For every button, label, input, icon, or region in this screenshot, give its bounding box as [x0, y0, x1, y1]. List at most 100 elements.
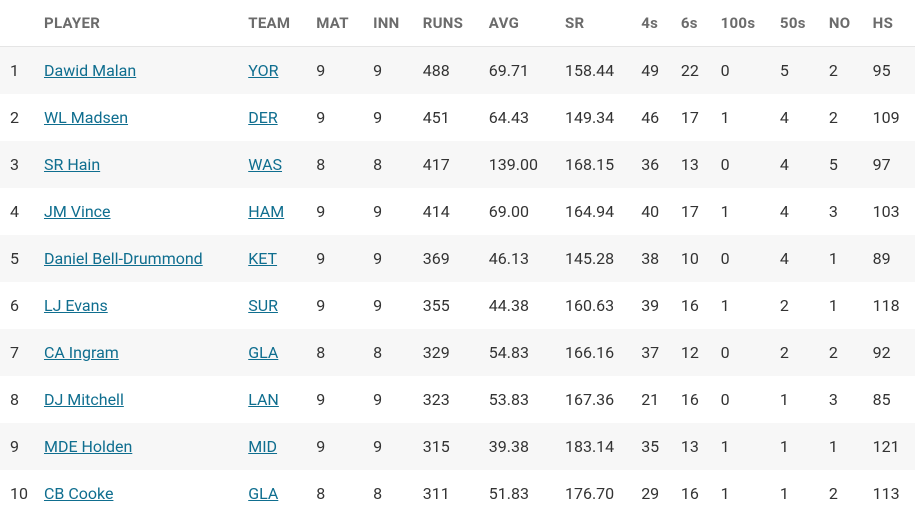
- cell-team: GLA: [240, 470, 308, 517]
- cell-hs: 121: [865, 423, 915, 470]
- team-link[interactable]: GLA: [248, 343, 278, 362]
- cell-team: MID: [240, 423, 308, 470]
- team-link[interactable]: DER: [248, 108, 277, 127]
- cell-rank: 6: [0, 282, 36, 329]
- cell-6s: 13: [673, 141, 713, 188]
- player-link[interactable]: CB Cooke: [44, 484, 113, 503]
- player-link[interactable]: MDE Holden: [44, 437, 132, 456]
- table-row: 9MDE HoldenMID9931539.38183.143513111121: [0, 423, 915, 470]
- cell-team: DER: [240, 94, 308, 141]
- cell-mat: 9: [308, 423, 365, 470]
- cell-sr: 166.16: [557, 329, 633, 376]
- cell-50s: 2: [772, 282, 821, 329]
- cell-50s: 5: [772, 47, 821, 95]
- cell-6s: 17: [673, 188, 713, 235]
- cell-inn: 9: [365, 188, 415, 235]
- cell-no: 2: [821, 94, 865, 141]
- cell-player: CA Ingram: [36, 329, 240, 376]
- player-link[interactable]: SR Hain: [44, 155, 100, 174]
- cell-6s: 12: [673, 329, 713, 376]
- team-link[interactable]: GLA: [248, 484, 278, 503]
- cell-no: 1: [821, 282, 865, 329]
- team-link[interactable]: SUR: [248, 296, 278, 315]
- cell-team: KET: [240, 235, 308, 282]
- table-row: 3SR HainWAS88417139.00168.15361304597: [0, 141, 915, 188]
- cell-sr: 176.70: [557, 470, 633, 517]
- cell-mat: 9: [308, 47, 365, 95]
- cell-player: WL Madsen: [36, 94, 240, 141]
- col-player: PLAYER: [36, 0, 240, 47]
- cell-50s: 1: [772, 470, 821, 517]
- player-link[interactable]: CA Ingram: [44, 343, 119, 362]
- cell-avg: 53.83: [481, 376, 557, 423]
- player-link[interactable]: Dawid Malan: [44, 61, 136, 80]
- cell-inn: 9: [365, 94, 415, 141]
- col-team: TEAM: [240, 0, 308, 47]
- cell-avg: 69.00: [481, 188, 557, 235]
- cell-4s: 37: [633, 329, 673, 376]
- cell-player: JM Vince: [36, 188, 240, 235]
- cell-runs: 329: [415, 329, 481, 376]
- team-link[interactable]: KET: [248, 249, 277, 268]
- cell-4s: 39: [633, 282, 673, 329]
- cell-runs: 355: [415, 282, 481, 329]
- cell-100s: 0: [713, 47, 772, 95]
- cell-6s: 16: [673, 282, 713, 329]
- cell-6s: 13: [673, 423, 713, 470]
- player-link[interactable]: LJ Evans: [44, 296, 108, 315]
- cell-rank: 8: [0, 376, 36, 423]
- col-4s: 4s: [633, 0, 673, 47]
- team-link[interactable]: HAM: [248, 202, 284, 221]
- cell-no: 2: [821, 329, 865, 376]
- cell-avg: 64.43: [481, 94, 557, 141]
- cell-no: 3: [821, 188, 865, 235]
- cell-hs: 95: [865, 47, 915, 95]
- team-link[interactable]: LAN: [248, 390, 279, 409]
- cell-50s: 4: [772, 188, 821, 235]
- cell-player: MDE Holden: [36, 423, 240, 470]
- stats-table: PLAYER TEAM MAT INN RUNS AVG SR 4s 6s 10…: [0, 0, 915, 517]
- cell-mat: 8: [308, 141, 365, 188]
- team-link[interactable]: YOR: [248, 61, 278, 80]
- cell-sr: 183.14: [557, 423, 633, 470]
- cell-player: SR Hain: [36, 141, 240, 188]
- cell-runs: 311: [415, 470, 481, 517]
- cell-runs: 369: [415, 235, 481, 282]
- cell-4s: 49: [633, 47, 673, 95]
- cell-mat: 9: [308, 235, 365, 282]
- cell-no: 1: [821, 235, 865, 282]
- cell-inn: 9: [365, 47, 415, 95]
- cell-runs: 488: [415, 47, 481, 95]
- cell-hs: 89: [865, 235, 915, 282]
- team-link[interactable]: WAS: [248, 155, 282, 174]
- cell-50s: 4: [772, 235, 821, 282]
- cell-team: LAN: [240, 376, 308, 423]
- player-link[interactable]: DJ Mitchell: [44, 390, 124, 409]
- cell-100s: 1: [713, 94, 772, 141]
- player-link[interactable]: WL Madsen: [44, 108, 128, 127]
- cell-rank: 9: [0, 423, 36, 470]
- cell-6s: 10: [673, 235, 713, 282]
- cell-sr: 158.44: [557, 47, 633, 95]
- cell-hs: 97: [865, 141, 915, 188]
- cell-100s: 0: [713, 376, 772, 423]
- cell-6s: 22: [673, 47, 713, 95]
- cell-sr: 168.15: [557, 141, 633, 188]
- player-link[interactable]: Daniel Bell-Drummond: [44, 249, 203, 268]
- cell-player: LJ Evans: [36, 282, 240, 329]
- cell-runs: 451: [415, 94, 481, 141]
- col-runs: RUNS: [415, 0, 481, 47]
- cell-100s: 1: [713, 423, 772, 470]
- team-link[interactable]: MID: [248, 437, 277, 456]
- cell-100s: 1: [713, 470, 772, 517]
- cell-mat: 9: [308, 376, 365, 423]
- cell-sr: 160.63: [557, 282, 633, 329]
- cell-rank: 1: [0, 47, 36, 95]
- col-6s: 6s: [673, 0, 713, 47]
- cell-avg: 46.13: [481, 235, 557, 282]
- cell-50s: 4: [772, 141, 821, 188]
- cell-mat: 9: [308, 94, 365, 141]
- col-sr: SR: [557, 0, 633, 47]
- cell-100s: 1: [713, 188, 772, 235]
- player-link[interactable]: JM Vince: [44, 202, 111, 221]
